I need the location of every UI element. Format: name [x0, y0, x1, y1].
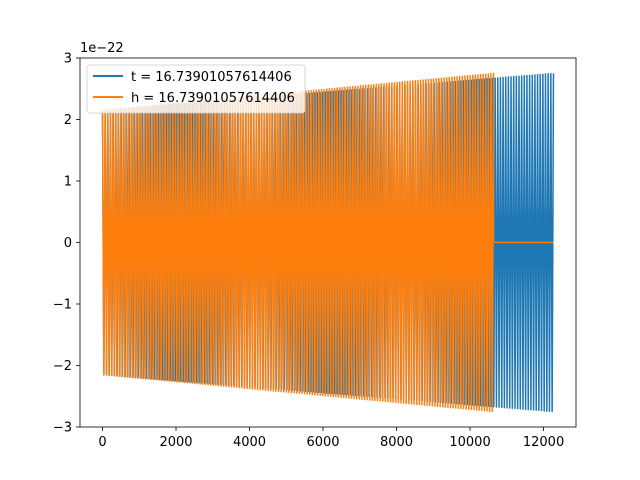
x-tick-label: 8000 — [380, 435, 413, 450]
y-axis: −3 −2 −1 0 1 2 3 — [53, 52, 80, 436]
x-axis: 0 2000 4000 6000 8000 10000 12000 — [98, 427, 564, 450]
x-tick-label: 6000 — [306, 435, 339, 450]
x-tick-label: 12000 — [523, 435, 564, 450]
series-layer — [101, 72, 555, 413]
y-tick-label: −3 — [53, 421, 72, 436]
y-tick-label: 1 — [64, 175, 72, 190]
x-tick-label: 10000 — [449, 435, 490, 450]
x-tick-label: 0 — [98, 435, 106, 450]
x-tick-label: 2000 — [159, 435, 192, 450]
series-line-1 — [101, 72, 554, 413]
legend-box — [86, 64, 306, 114]
legend-label-h: h = 16.73901057614406 — [131, 91, 295, 106]
y-tick-label: 2 — [64, 113, 72, 128]
y-tick-label: 3 — [64, 52, 72, 67]
y-tick-label: −1 — [53, 298, 72, 313]
x-tick-label: 4000 — [233, 435, 266, 450]
y-offset-label: 1e−22 — [80, 41, 124, 56]
legend-label-t: t = 16.73901057614406 — [131, 70, 292, 85]
y-tick-label: 0 — [64, 236, 72, 251]
y-tick-label: −2 — [53, 359, 72, 374]
legend: t = 16.73901057614406 h = 16.73901057614… — [86, 64, 306, 114]
